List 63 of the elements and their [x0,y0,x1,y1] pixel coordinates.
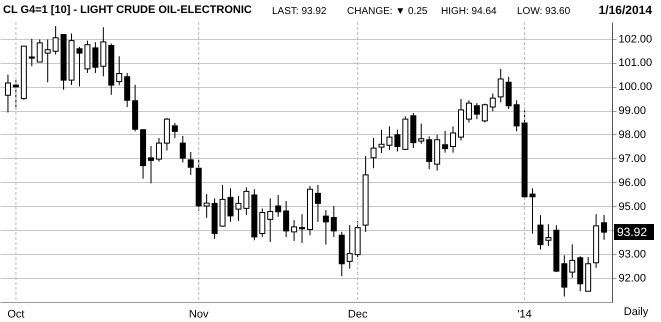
y-tick-label: 95.00 [618,200,646,213]
candlestick [474,102,480,120]
x-tick-label: Nov [188,308,209,320]
candlestick [442,130,448,154]
candlestick [370,138,377,169]
candlestick [243,186,250,216]
candlestick [490,93,496,112]
candlestick [466,100,472,124]
candlestick [498,68,504,103]
candlestick [156,138,162,162]
candlestick [378,129,385,154]
candlestick [314,184,321,222]
x-tick-label: Oct [7,308,24,320]
text: 1/16/2014 [598,3,652,17]
candlestick [530,188,536,234]
candlestick [299,214,306,244]
candlestick [291,220,298,242]
candlestick [514,100,520,132]
text: HIGH: 94.64 [441,6,498,17]
candlestick [482,103,488,124]
candlestick [52,26,59,56]
candlestick [330,206,337,238]
text: Daily [624,306,649,318]
y-tick-label: 99.00 [618,105,646,118]
x-tick-label: '14 [517,308,532,320]
candlestick [76,46,82,87]
candlestick [172,122,178,139]
y-tick-label: 100.00 [618,81,652,94]
text: CHANGE: ▼ 0.25 [347,6,428,17]
chart-title: CL G4=1 [10] - LIGHT CRUDE OIL-ELECTRONIC [3,4,252,16]
candlestick [92,42,98,74]
candlestick [283,200,290,238]
y-tick-label: 102.00 [618,33,652,46]
candlestick [4,74,11,113]
candlestick [148,145,154,184]
candlestick [450,126,456,154]
candlestick [537,214,544,250]
y-tick-label: 96.00 [618,176,646,189]
y-tick-label: 93.00 [618,248,646,261]
candlestick [394,129,400,152]
y-tick-label: 101.00 [618,57,652,70]
candlestick [545,224,552,247]
candlestick [601,214,608,240]
candlestick [180,135,186,163]
y-tick-label: 97.00 [618,152,646,165]
text: 93.92 [617,225,648,239]
candlestick [561,254,568,297]
text: LAST: 93.92 [272,6,327,17]
candlestick [44,38,51,83]
candlestick [235,195,242,222]
candlestick [426,136,432,170]
candlestick [164,117,170,152]
candlestick [322,210,329,246]
candlestick [227,188,234,222]
text: LOW: 93.60 [517,6,571,17]
x-tick-label: Dec [348,308,368,320]
candlestick [275,194,282,218]
candlestick [506,76,512,110]
y-tick-label: 98.00 [618,128,646,141]
candlestick [386,126,392,150]
candlestick [124,72,130,108]
y-tick-label: 92.00 [618,272,646,285]
candlestick [204,194,210,218]
